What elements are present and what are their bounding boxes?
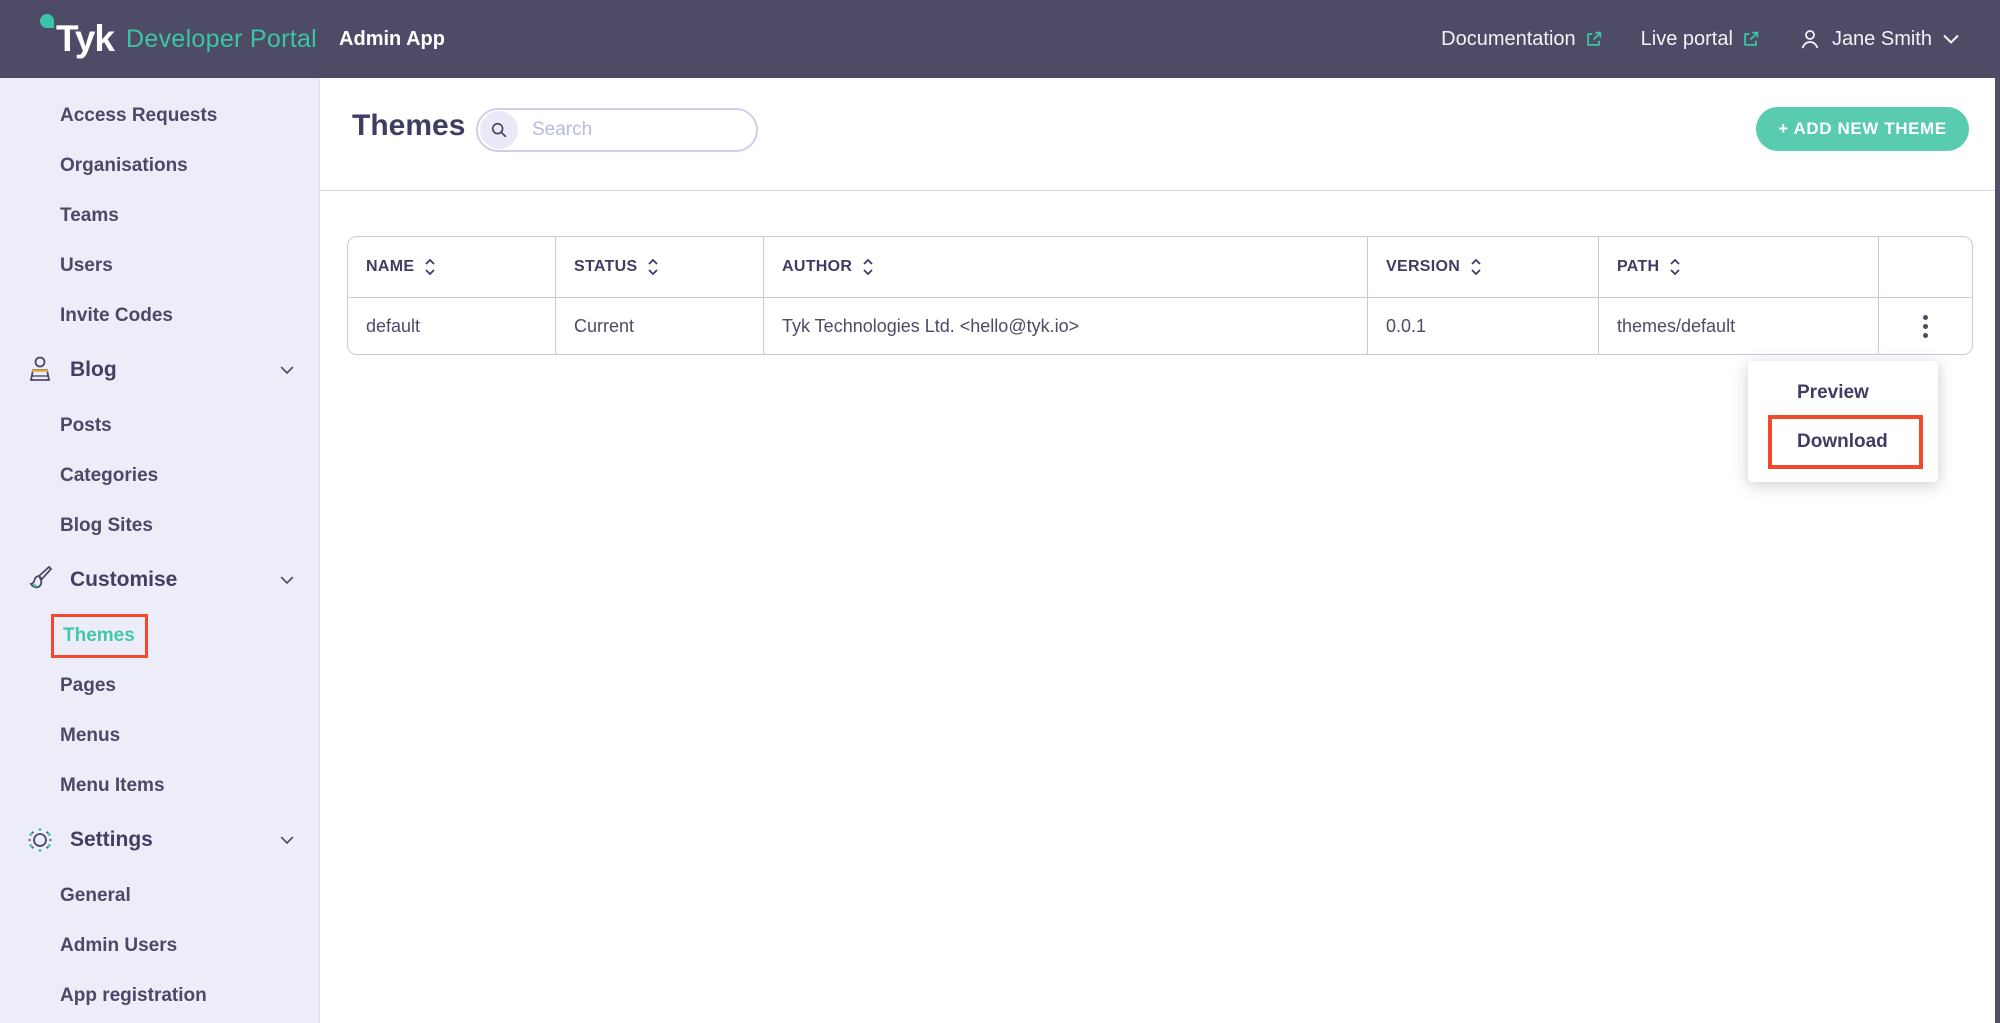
- brand: Tyk Developer Portal Admin App: [40, 0, 445, 78]
- sidebar-section-label: Settings: [70, 828, 153, 851]
- tyk-leaf-icon: [40, 14, 54, 28]
- menu-item-download[interactable]: Download: [1797, 431, 1888, 452]
- external-link-icon: [1744, 31, 1759, 46]
- scrollbar[interactable]: [1995, 78, 2000, 1023]
- sidebar-item-themes[interactable]: Themes: [0, 611, 319, 661]
- sidebar-item-users[interactable]: Users: [0, 241, 319, 291]
- sidebar-section-label: Blog: [70, 358, 117, 381]
- sidebar-item-invite-codes[interactable]: Invite Codes: [0, 291, 319, 341]
- column-header-author[interactable]: AUTHOR: [763, 237, 1367, 298]
- sidebar-item-organisations[interactable]: Organisations: [0, 141, 319, 191]
- row-actions-dropdown: Preview Download: [1748, 361, 1938, 482]
- product-name: Developer Portal: [126, 24, 318, 53]
- external-link-icon: [1586, 31, 1601, 46]
- sort-icon: [863, 258, 873, 276]
- themes-active-annotation: Themes: [51, 614, 148, 658]
- blog-icon: [29, 356, 51, 381]
- user-name: Jane Smith: [1831, 27, 1932, 50]
- chevron-down-icon: [280, 836, 294, 845]
- app-name: Admin App: [339, 27, 445, 50]
- chevron-down-icon: [1943, 34, 1959, 44]
- sidebar-item-menu-items[interactable]: Menu Items: [0, 761, 319, 811]
- chevron-down-icon: [280, 366, 294, 375]
- sidebar-item-label: Access Requests: [60, 105, 218, 126]
- column-label: VERSION: [1386, 258, 1461, 275]
- cell-path: themes/default: [1598, 298, 1878, 354]
- sidebar-item-label: Menu Items: [60, 775, 165, 796]
- sidebar-item-label: Pages: [60, 675, 116, 696]
- tyk-logo: Tyk: [56, 18, 115, 59]
- user-icon: [1801, 30, 1819, 49]
- paintbrush-icon: [29, 565, 53, 589]
- gear-icon: [28, 828, 52, 852]
- sidebar-item-label: Admin Users: [60, 935, 178, 956]
- search-input[interactable]: [518, 118, 734, 142]
- sidebar: Access Requests Organisations Teams User…: [0, 78, 320, 1023]
- column-label: NAME: [366, 258, 415, 275]
- live-portal-link[interactable]: Live portal: [1641, 28, 1760, 51]
- sidebar-item-label: Organisations: [60, 155, 188, 176]
- sidebar-item-label: Themes: [63, 625, 135, 646]
- search-box[interactable]: [476, 108, 758, 152]
- sort-icon: [1471, 258, 1481, 276]
- sidebar-item-blog-sites[interactable]: Blog Sites: [0, 501, 319, 551]
- sidebar-item-admin-users[interactable]: Admin Users: [0, 921, 319, 971]
- sidebar-item-pages[interactable]: Pages: [0, 661, 319, 711]
- sidebar-item-label: Users: [60, 255, 113, 276]
- column-header-path[interactable]: PATH: [1598, 237, 1878, 298]
- sidebar-item-teams[interactable]: Teams: [0, 191, 319, 241]
- navbar-right: Documentation Live portal Jane Smith: [1441, 27, 1960, 51]
- sidebar-item-general[interactable]: General: [0, 871, 319, 921]
- column-header-status[interactable]: STATUS: [555, 237, 763, 298]
- sidebar-item-menus[interactable]: Menus: [0, 711, 319, 761]
- chevron-down-icon: [280, 576, 294, 585]
- top-navbar: Tyk Developer Portal Admin App Documenta…: [0, 0, 2000, 78]
- sidebar-item-label: Categories: [60, 465, 159, 486]
- sidebar-item-access-requests[interactable]: Access Requests: [0, 91, 319, 141]
- sidebar-section-settings[interactable]: Settings: [0, 813, 319, 867]
- search-icon-circle: [480, 111, 518, 149]
- main-content: Themes + ADD NEW THEME NAME STATUS: [320, 78, 2000, 1023]
- sidebar-section-customise[interactable]: Customise: [0, 553, 319, 607]
- sidebar-section-label: Customise: [70, 568, 178, 591]
- sort-icon: [648, 258, 659, 276]
- app-shell: Access Requests Organisations Teams User…: [0, 78, 2000, 1023]
- add-new-theme-button[interactable]: + ADD NEW THEME: [1756, 107, 1969, 151]
- kebab-menu-icon: [1923, 314, 1928, 338]
- sidebar-item-posts[interactable]: Posts: [0, 401, 319, 451]
- documentation-label: Documentation: [1441, 27, 1576, 50]
- download-annotation: Download: [1768, 415, 1923, 469]
- column-label: PATH: [1617, 258, 1660, 275]
- sort-icon: [1670, 258, 1681, 276]
- page-header: Themes + ADD NEW THEME: [320, 78, 2000, 191]
- sidebar-item-label: Posts: [60, 415, 112, 436]
- sidebar-item-label: Invite Codes: [60, 305, 173, 326]
- cell-author: Tyk Technologies Ltd. <hello@tyk.io>: [763, 298, 1367, 354]
- cell-name: default: [366, 315, 421, 336]
- row-actions-button[interactable]: [1878, 298, 1972, 354]
- sidebar-item-label: Blog Sites: [60, 515, 153, 536]
- user-menu[interactable]: Jane Smith: [1798, 27, 1960, 51]
- live-portal-label: Live portal: [1640, 27, 1733, 50]
- sidebar-item-label: Menus: [60, 725, 121, 746]
- page-title: Themes: [352, 109, 466, 142]
- cell-status: Current: [555, 298, 763, 354]
- sidebar-item-label: General: [60, 885, 131, 906]
- documentation-link[interactable]: Documentation: [1441, 28, 1603, 51]
- themes-table: NAME STATUS AUTHOR VERSION PATH default: [347, 236, 1973, 355]
- column-header-name[interactable]: NAME: [348, 237, 555, 298]
- sidebar-section-blog[interactable]: Blog: [0, 343, 319, 397]
- sort-icon: [425, 258, 435, 276]
- sidebar-item-label: Teams: [60, 205, 119, 226]
- sidebar-item-app-registration[interactable]: App registration: [0, 971, 319, 1021]
- sidebar-item-categories[interactable]: Categories: [0, 451, 319, 501]
- column-label: STATUS: [574, 258, 638, 275]
- column-label: AUTHOR: [782, 258, 853, 275]
- sidebar-item-label: App registration: [60, 985, 207, 1006]
- column-header-version[interactable]: VERSION: [1367, 237, 1598, 298]
- search-icon: [491, 122, 507, 138]
- menu-item-preview[interactable]: Preview: [1797, 382, 1869, 403]
- cell-version: 0.0.1: [1367, 298, 1598, 354]
- column-header-actions: [1878, 237, 1972, 298]
